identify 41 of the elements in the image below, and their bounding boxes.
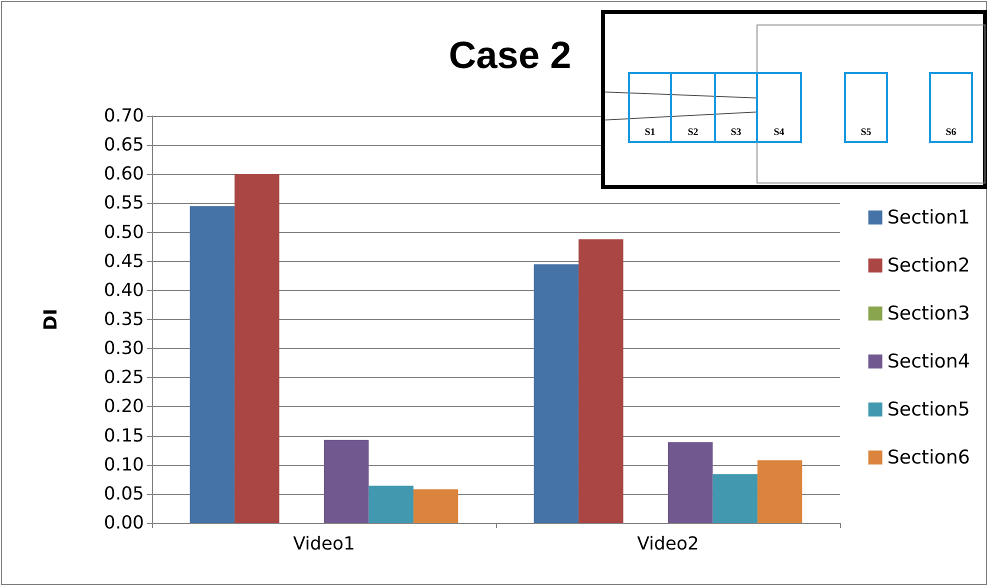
bar [757,460,802,523]
x-tick-label: Video2 [637,534,699,554]
bar [712,474,758,523]
bar [190,206,235,523]
y-tick-label: 0.20 [104,396,144,418]
annotation: S4 [774,127,784,138]
y-tick-label: 0.10 [104,454,144,476]
annotation: S2 [688,127,698,138]
legend-label: Section1 [887,206,970,228]
y-tick-label: 0.25 [104,367,144,388]
chart-title: Case 2 [448,35,572,77]
y-tick-label: 0.70 [104,106,144,126]
y-tick-label: 0.30 [104,338,144,360]
y-tick-label: 0.00 [104,512,144,534]
text: S6 [946,127,956,138]
y-tick-label: 0.45 [104,250,144,272]
legend-label: Section5 [887,398,970,420]
x-tick-label: Video1 [293,534,355,554]
y-tick-label: 0.35 [104,309,144,330]
bar [234,174,280,523]
y-tick-label: 0.60 [104,164,144,185]
y-tick-label: 0.05 [104,483,144,504]
annotation: S3 [730,127,742,138]
y-axis-title: DI [40,308,62,330]
y-tick-label: 0.65 [104,134,144,156]
y-tick-label: 0.55 [104,192,144,214]
annotation: S1 [644,127,656,138]
legend-label: Section4 [887,350,970,372]
bar [668,442,713,523]
legend-label: Section2 [887,254,970,276]
bar [578,239,624,523]
y-tick-label: 0.15 [104,425,144,446]
bar [534,264,579,523]
y-tick-label: 0.50 [104,222,144,243]
bar [368,486,414,523]
bar [324,440,369,523]
legend-label: Section6 [887,446,970,468]
text: S5 [860,127,872,138]
y-tick-label: 0.40 [104,280,144,301]
legend-label: Section3 [887,302,970,324]
bar [413,489,458,523]
